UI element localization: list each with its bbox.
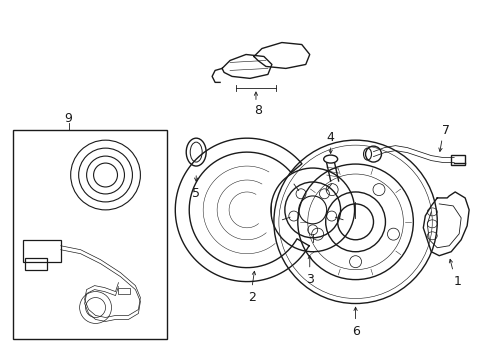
Text: 8: 8 — [253, 104, 262, 117]
Text: 7: 7 — [441, 124, 449, 137]
Bar — [118, 288, 130, 293]
Text: 5: 5 — [192, 188, 200, 201]
Text: 1: 1 — [452, 275, 460, 288]
Bar — [13, 130, 167, 339]
Text: 2: 2 — [247, 291, 255, 304]
Text: 6: 6 — [351, 325, 359, 338]
Bar — [23, 240, 61, 262]
Bar — [25, 258, 47, 270]
Bar — [450, 155, 464, 165]
Text: 4: 4 — [326, 131, 334, 144]
Text: 9: 9 — [64, 112, 73, 125]
Text: 3: 3 — [305, 273, 313, 286]
